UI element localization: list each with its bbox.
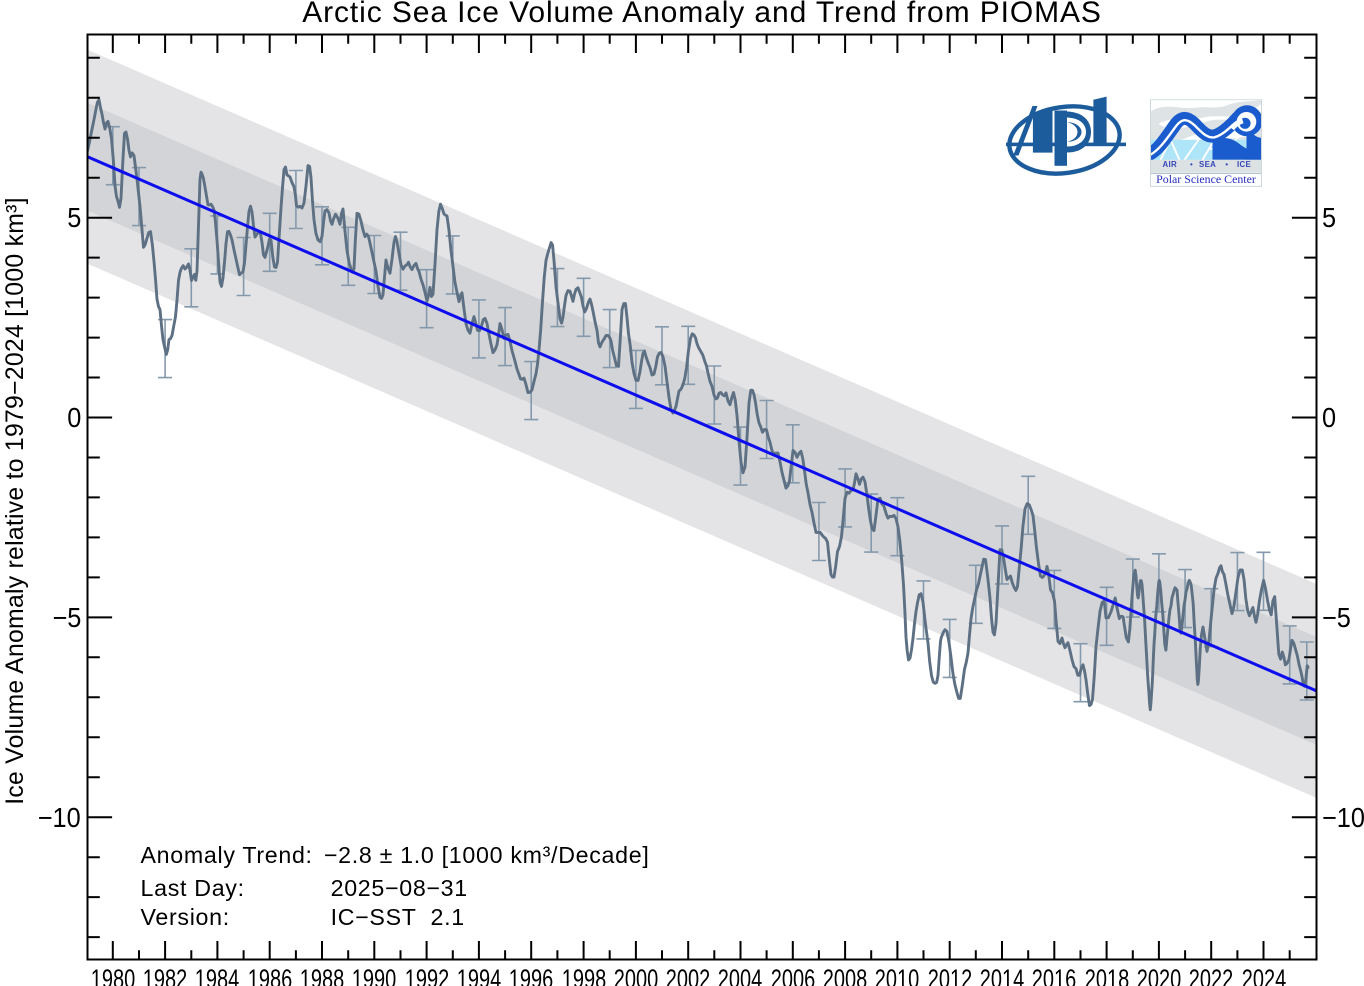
svg-text:Polar Science Center: Polar Science Center	[1156, 172, 1256, 186]
svg-text:AIR: AIR	[1163, 160, 1178, 169]
svg-text:SEA: SEA	[1199, 160, 1216, 169]
svg-text:ICE: ICE	[1237, 160, 1251, 169]
svg-text:Ice Volume Anomaly relative to: Ice Volume Anomaly relative to 1979−2024…	[2, 197, 29, 805]
